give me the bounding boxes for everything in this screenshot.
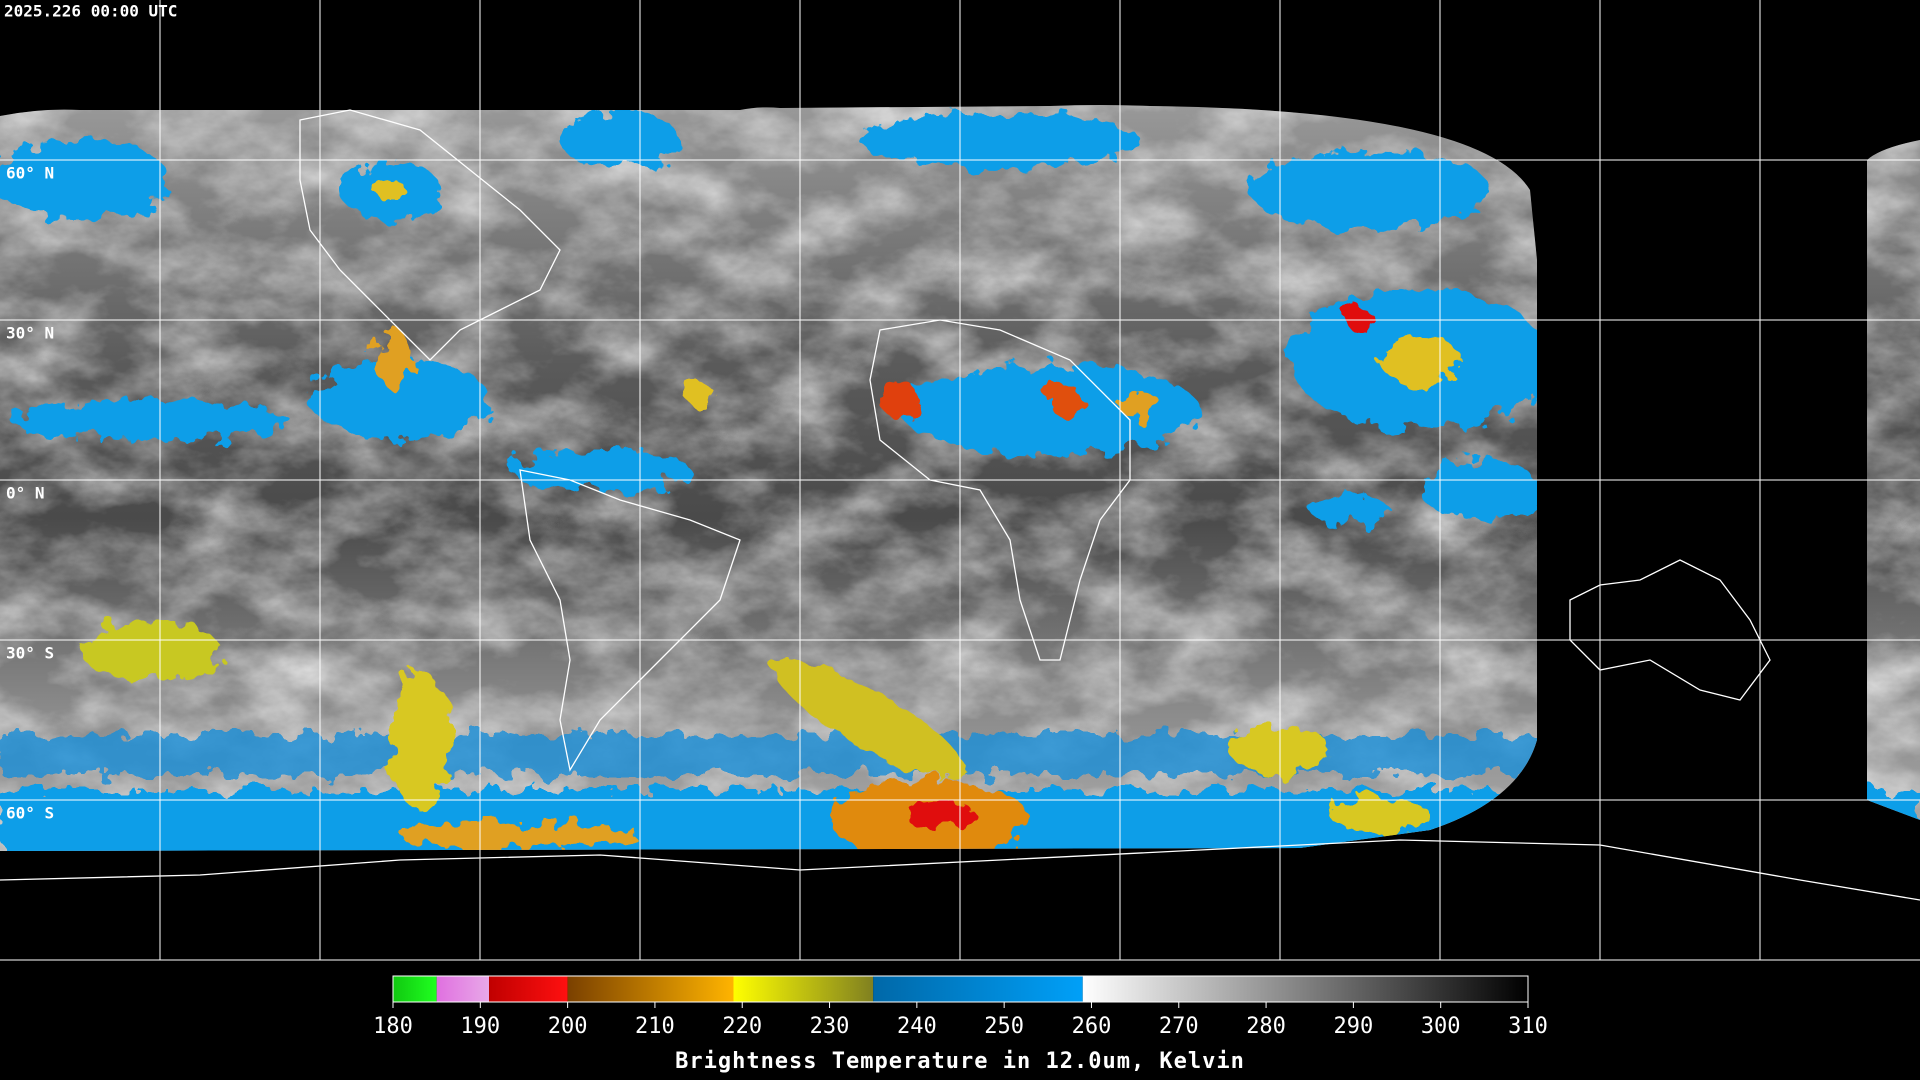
- colorbar-frame: [392, 975, 1529, 1003]
- colorbar-tick-label: 250: [984, 1014, 1024, 1039]
- colorbar-segment: [489, 976, 568, 1002]
- colorbar-segment: [873, 976, 1083, 1002]
- colorbar-tick-label: 220: [722, 1014, 762, 1039]
- colorbar-tick-label: 230: [810, 1014, 850, 1039]
- colorbar-segment: [733, 976, 874, 1002]
- lat-label: 30° N: [6, 324, 54, 343]
- colorbar-tick-label: 310: [1508, 1014, 1548, 1039]
- lat-labels: 60° N 30° N 0° N 30° S 60° S: [6, 164, 54, 823]
- colorbar-tick-label: 190: [460, 1014, 500, 1039]
- colorbar-tick-label: 210: [635, 1014, 675, 1039]
- lat-label: 0° N: [6, 484, 45, 503]
- lat-label: 60° S: [6, 804, 54, 823]
- colorbar-tick-label: 280: [1246, 1014, 1286, 1039]
- timestamp: 2025.226 00:00 UTC: [4, 2, 177, 21]
- colorbar-tick-label: 270: [1159, 1014, 1199, 1039]
- colorbar-tick-label: 180: [373, 1014, 413, 1039]
- colorbar-segment: [567, 976, 734, 1002]
- colorbar-segment: [393, 976, 437, 1002]
- colorbar-tick-label: 240: [897, 1014, 937, 1039]
- colorbar-segment: [436, 976, 490, 1002]
- lat-label: 30° S: [6, 644, 54, 663]
- colorbar-title: Brightness Temperature in 12.0um, Kelvin: [675, 1049, 1245, 1074]
- colorbar: 180 190 200 210 220 230 240 250 260 270 280 290 300 3…: [373, 975, 1548, 1039]
- lat-label: 60° N: [6, 164, 54, 183]
- graticule: [0, 0, 1920, 961]
- colorbar-tick-label: 290: [1334, 1014, 1374, 1039]
- colorbar-tick-label: 260: [1072, 1014, 1112, 1039]
- colorbar-tick-label: 200: [548, 1014, 588, 1039]
- colorbar-segment: [1082, 976, 1528, 1002]
- colorbar-tick-label: 300: [1421, 1014, 1461, 1039]
